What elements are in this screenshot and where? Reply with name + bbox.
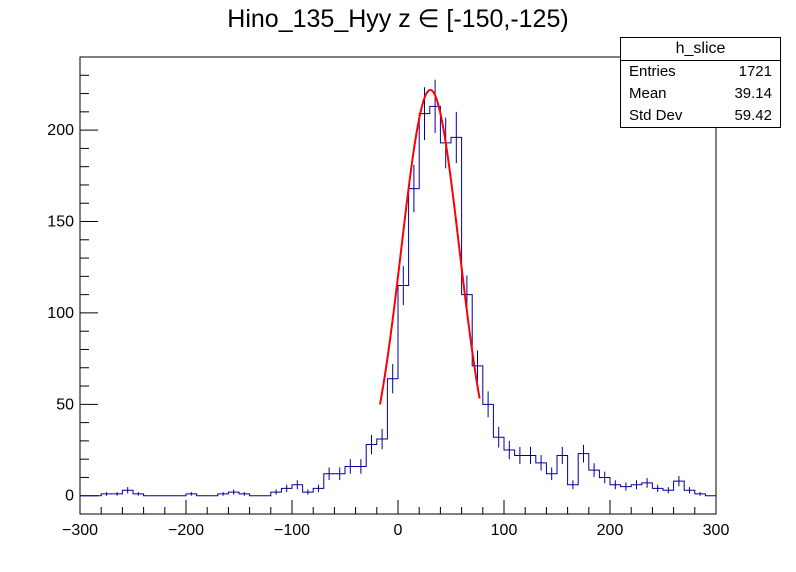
stats-name: h_slice — [621, 38, 780, 61]
y-tick-label: 0 — [65, 488, 74, 505]
histogram-line — [80, 105, 716, 497]
x-tick-label: 200 — [597, 522, 624, 539]
x-tick-label: 300 — [703, 522, 730, 539]
chart-title: Hino_135_Hyy z ∈ [-150,-125) — [227, 5, 569, 33]
x-tick-label: −300 — [62, 522, 98, 539]
stats-value: 39.14 — [734, 85, 772, 102]
x-axis: −300 −200 −100 0 100 200 300 — [62, 500, 729, 539]
stats-row-stddev: Std Dev 59.42 — [621, 105, 780, 127]
stats-value: 59.42 — [734, 107, 772, 124]
x-tick-label: 0 — [394, 522, 403, 539]
stats-row-entries: Entries 1721 — [621, 61, 780, 83]
stats-value: 1721 — [738, 63, 772, 80]
y-tick-label: 200 — [47, 122, 74, 139]
y-tick-label: 150 — [47, 214, 74, 231]
gaussian-fit-curve — [378, 88, 481, 405]
stats-label: Std Dev — [629, 107, 683, 124]
error-bars — [106, 79, 701, 496]
stats-row-mean: Mean 39.14 — [621, 83, 780, 105]
x-tick-label: −100 — [274, 522, 310, 539]
stats-label: Mean — [629, 85, 667, 102]
stats-box: h_slice Entries 1721 Mean 39.14 Std Dev … — [620, 37, 781, 128]
y-axis: 0 50 100 150 200 — [47, 56, 98, 515]
x-tick-label: 100 — [491, 522, 518, 539]
y-tick-label: 50 — [56, 396, 74, 413]
stats-label: Entries — [629, 63, 676, 80]
y-tick-label: 100 — [47, 305, 74, 322]
x-tick-label: −200 — [168, 522, 204, 539]
